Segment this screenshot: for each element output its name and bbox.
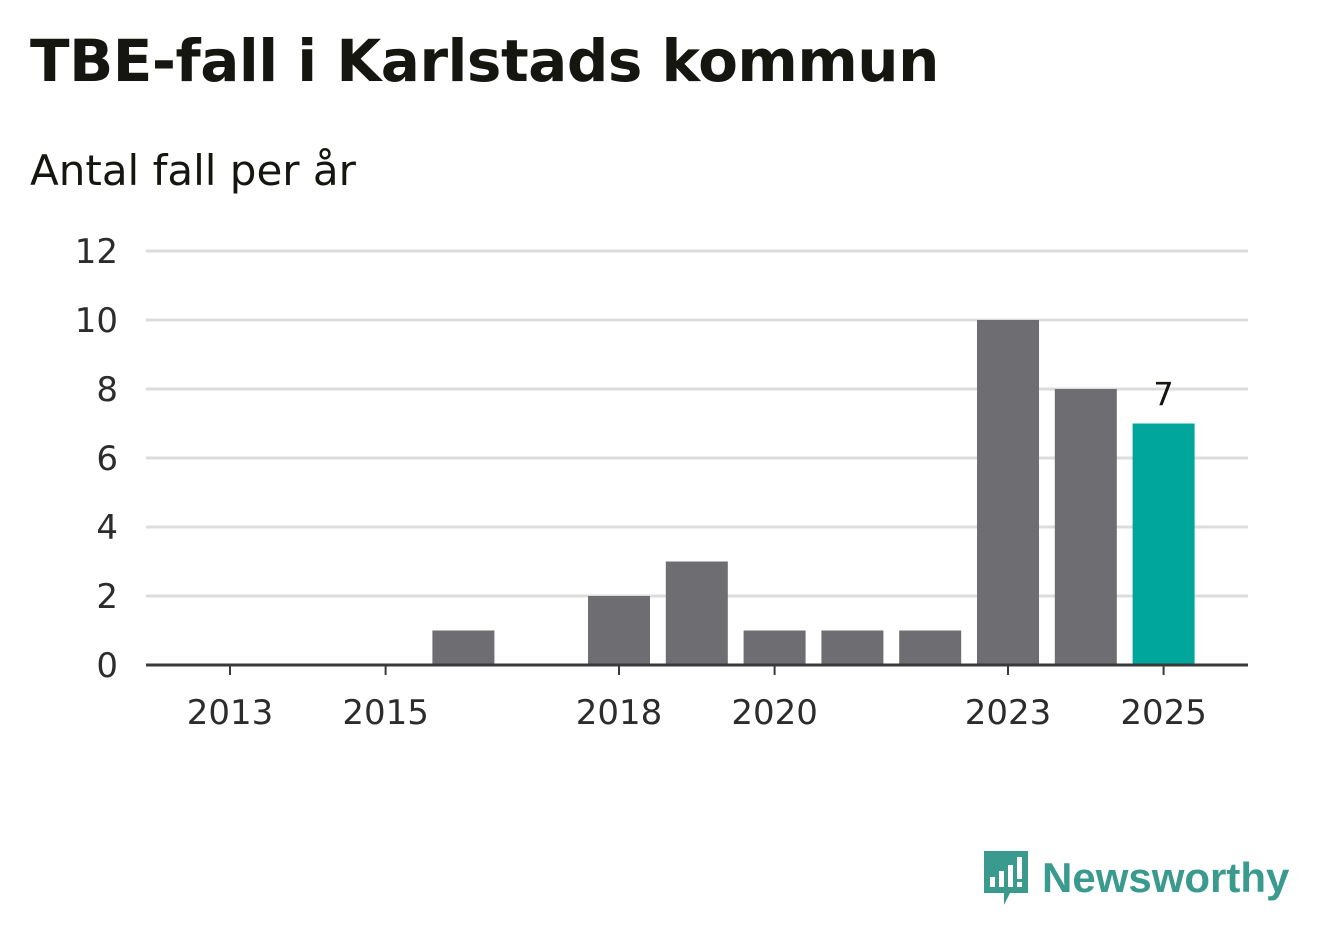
x-axis-ticks: 2013 2015 2018 2020 2023 2025 — [187, 665, 1207, 733]
x-tick-label-2015: 2015 — [342, 693, 429, 733]
y-tick-label-0: 0 — [96, 646, 118, 686]
brand-logo: Newsworthy — [980, 846, 1289, 910]
bar-2021 — [821, 630, 884, 665]
bar-2019 — [665, 561, 728, 665]
x-tick-label-2023: 2023 — [965, 693, 1052, 733]
y-tick-label-12: 12 — [75, 232, 118, 272]
bar-2022 — [899, 630, 962, 665]
bar-2024 — [1054, 389, 1117, 665]
y-tick-label-6: 6 — [96, 439, 118, 479]
x-tick-label-2025: 2025 — [1120, 693, 1207, 733]
y-tick-label-10: 10 — [75, 301, 118, 341]
bar-2016 — [432, 630, 495, 665]
y-axis-ticks: 0 2 4 6 8 10 12 — [75, 232, 118, 686]
y-tick-label-2: 2 — [96, 577, 118, 617]
newsworthy-logo-icon — [984, 851, 1028, 905]
bars — [432, 320, 1195, 665]
data-label-2025: 7 — [1153, 376, 1173, 414]
chart-title: TBE-fall i Karlstads kommun — [30, 27, 939, 95]
y-tick-label-8: 8 — [96, 370, 118, 410]
x-tick-label-2020: 2020 — [731, 693, 818, 733]
x-tick-label-2013: 2013 — [187, 693, 274, 733]
bar-2020 — [743, 630, 806, 665]
bar-2018 — [588, 596, 650, 665]
data-labels: 7 — [1153, 376, 1173, 414]
x-tick-label-2018: 2018 — [576, 693, 663, 733]
y-tick-label-4: 4 — [96, 508, 118, 548]
chart-subtitle: Antal fall per år — [30, 146, 356, 195]
bar-2023 — [977, 320, 1039, 665]
bar-2025 — [1132, 423, 1195, 665]
brand-name: Newsworthy — [1042, 854, 1290, 901]
